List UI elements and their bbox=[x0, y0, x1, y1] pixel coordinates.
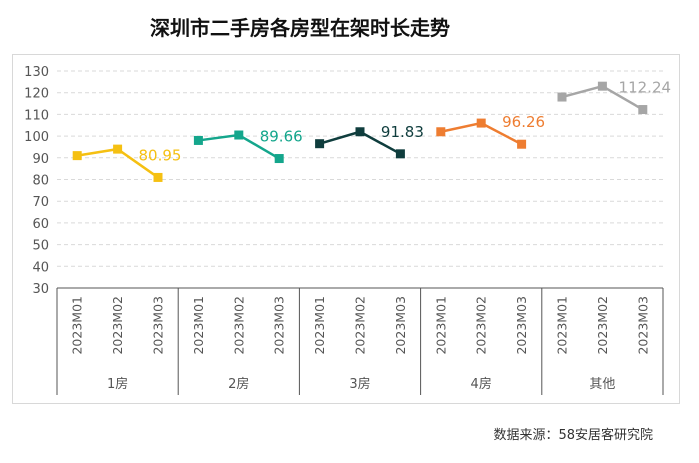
data-point-4 bbox=[436, 127, 446, 137]
data-label-4: 96.26 bbox=[502, 113, 545, 131]
data-label-5: 112.24 bbox=[619, 79, 672, 97]
y-tick-label: 40 bbox=[32, 260, 49, 275]
category-label: 2房 bbox=[228, 376, 249, 392]
category-label: 其他 bbox=[589, 377, 615, 392]
y-tick-label: 90 bbox=[32, 152, 49, 167]
data-point-2 bbox=[234, 130, 244, 140]
y-tick-label: 60 bbox=[32, 217, 49, 232]
y-tick-label: 30 bbox=[32, 282, 49, 297]
x-tick-label: 2023M02 bbox=[231, 296, 246, 355]
x-tick-label: 2023M02 bbox=[110, 296, 125, 355]
chart-frame: 30 40 50 60 70 80 90 100 110 120 130 2023M01 2023M02… bbox=[12, 54, 680, 404]
x-tick-label: 2023M03 bbox=[514, 296, 529, 355]
x-tick-label: 2023M03 bbox=[393, 296, 408, 355]
data-point-2 bbox=[193, 135, 203, 145]
x-tick-label: 2023M03 bbox=[272, 296, 287, 355]
data-label-1: 80.95 bbox=[139, 146, 182, 164]
data-point-5 bbox=[557, 92, 567, 102]
line-chart: 30 40 50 60 70 80 90 100 110 120 130 2023M01 2023M02… bbox=[24, 65, 672, 395]
data-label-2: 89.66 bbox=[260, 128, 303, 146]
data-point-2 bbox=[274, 154, 284, 164]
y-tick-label: 100 bbox=[24, 130, 49, 145]
data-point-1 bbox=[113, 144, 123, 154]
x-tick-label: 2023M01 bbox=[555, 296, 570, 355]
chart-title: 深圳市二手房各房型在架时长走势 bbox=[150, 16, 450, 40]
data-point-4 bbox=[517, 139, 527, 149]
y-tick-label: 50 bbox=[32, 239, 49, 254]
data-point-3 bbox=[315, 139, 325, 149]
category-label: 3房 bbox=[349, 376, 370, 392]
y-tick-label: 130 bbox=[24, 65, 49, 80]
x-tick-label: 2023M03 bbox=[635, 296, 650, 355]
data-point-3 bbox=[355, 127, 365, 137]
x-tick-label: 2023M02 bbox=[474, 296, 489, 355]
data-point-5 bbox=[638, 105, 648, 115]
data-source-note: 数据来源：58安居客研究院 bbox=[493, 428, 653, 443]
data-point-5 bbox=[597, 81, 607, 91]
x-tick-label: 2023M03 bbox=[151, 296, 166, 355]
x-tick-label: 2023M02 bbox=[353, 296, 368, 355]
y-tick-label: 80 bbox=[32, 174, 49, 189]
data-point-1 bbox=[72, 151, 82, 161]
data-point-3 bbox=[395, 149, 405, 159]
data-point-1 bbox=[153, 172, 163, 182]
category-label: 4房 bbox=[471, 376, 492, 392]
x-tick-label: 2023M01 bbox=[433, 296, 448, 355]
category-label: 1房 bbox=[107, 376, 128, 392]
x-tick-label: 2023M01 bbox=[191, 296, 206, 355]
x-tick-label: 2023M01 bbox=[312, 296, 327, 355]
y-tick-label: 110 bbox=[24, 108, 49, 123]
x-tick-label: 2023M01 bbox=[70, 296, 85, 355]
y-tick-label: 70 bbox=[32, 195, 49, 210]
x-tick-label: 2023M02 bbox=[595, 296, 610, 355]
data-point-4 bbox=[476, 118, 486, 128]
y-tick-label: 120 bbox=[24, 87, 49, 102]
data-label-3: 91.83 bbox=[381, 123, 424, 141]
